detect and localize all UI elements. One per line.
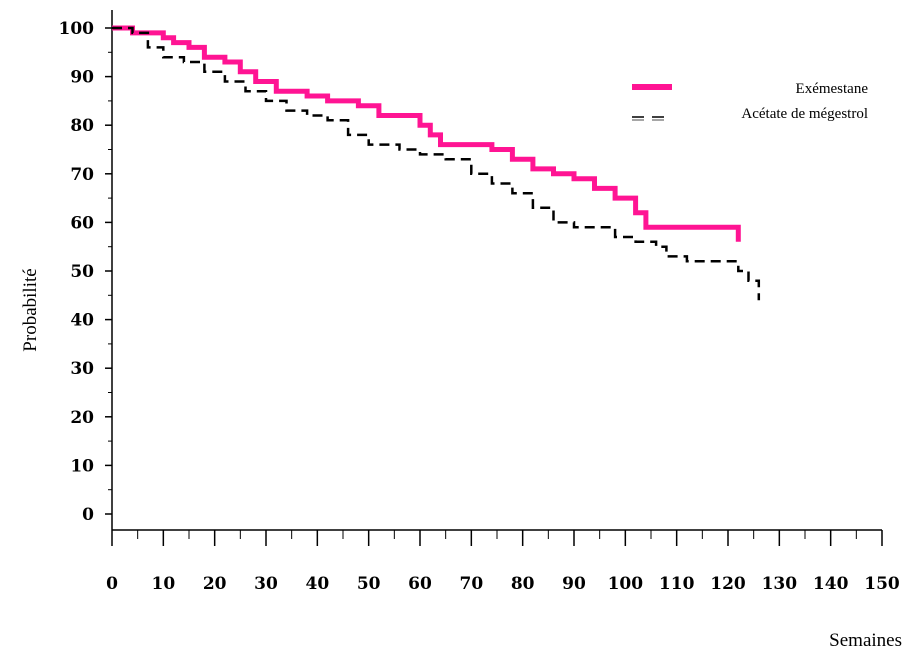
x-axis-title: Semaines [829, 630, 902, 651]
x-tick-label: 70 [459, 574, 483, 594]
series-line-exemestane [112, 25, 741, 242]
y-tick-label: 30 [70, 359, 94, 379]
x-tick-label: 130 [762, 574, 798, 594]
x-tick-label: 90 [562, 574, 586, 594]
y-tick-label: 40 [70, 311, 94, 331]
y-axis-ticks: 0 10 20 30 40 50 60 70 80 90 100 [59, 19, 112, 525]
x-tick-label: 60 [408, 574, 432, 594]
y-axis-title: Probabilité [20, 268, 41, 351]
x-tick-label: 20 [203, 574, 227, 594]
x-tick-label: 120 [710, 574, 746, 594]
x-tick-label: 100 [608, 574, 644, 594]
y-tick-label: 60 [70, 213, 94, 233]
x-tick-label: 140 [813, 574, 849, 594]
y-tick-label: 90 [70, 68, 94, 88]
y-tick-label: 50 [70, 262, 94, 282]
x-tick-label: 110 [659, 574, 695, 594]
legend-label-megestrol: Acétate de mégestrol [741, 106, 868, 122]
y-tick-label: 100 [59, 19, 95, 39]
y-tick-label: 0 [82, 505, 94, 525]
x-tick-label: 10 [151, 574, 175, 594]
x-tick-label: 150 [864, 574, 900, 594]
x-tick-label: 50 [357, 574, 381, 594]
legend-label-exemestane: Exémestane [796, 81, 869, 97]
y-tick-label: 80 [70, 116, 94, 136]
y-tick-label: 20 [70, 408, 94, 428]
legend: Exémestane Acétate de mégestrol [632, 81, 868, 122]
y-tick-label: 70 [70, 165, 94, 185]
x-tick-label: 0 [106, 574, 118, 594]
series-layer [112, 25, 761, 301]
x-tick-label: 80 [511, 574, 535, 594]
x-tick-label: 30 [254, 574, 278, 594]
x-tick-label: 40 [305, 574, 329, 594]
series-line-megestrol [112, 26, 761, 301]
y-tick-label: 10 [70, 456, 94, 476]
x-axis-ticks: 0 10 20 30 40 50 60 70 80 90 100 110 120 130 140 150 [106, 530, 900, 594]
